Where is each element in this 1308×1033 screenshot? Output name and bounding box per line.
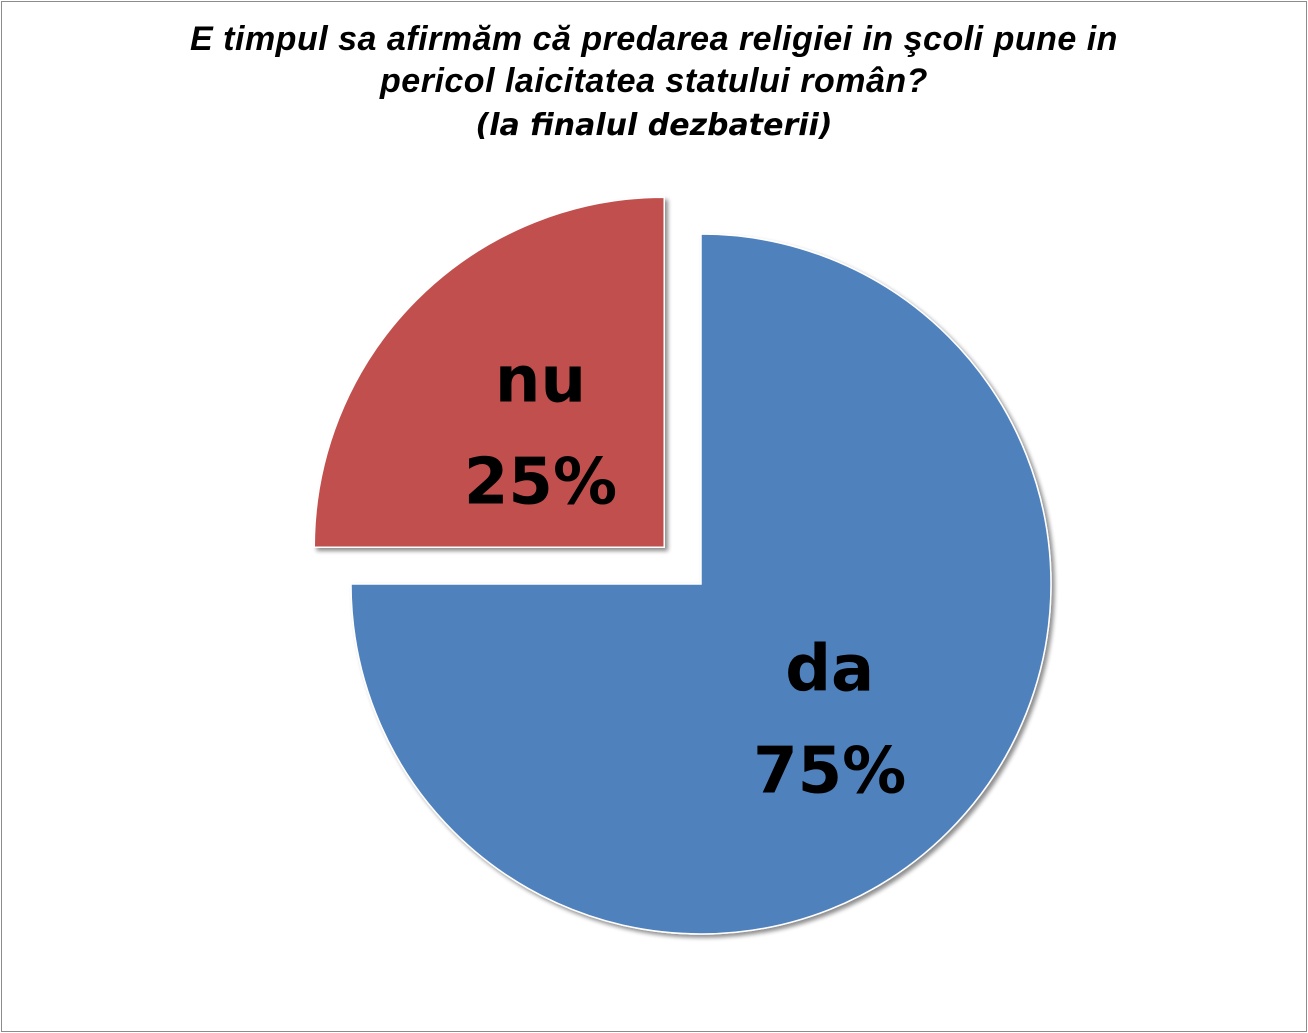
title-line-2: pericol laicitatea statului român? [380, 62, 928, 100]
title-line-1: E timpul sa afirmăm că predarea religiei… [190, 20, 1118, 58]
slice-label-nu: nu [495, 343, 586, 417]
slice-label-da: da [785, 633, 874, 707]
pie-slice-nu [313, 196, 665, 548]
slice-value-da: 75% [753, 735, 906, 809]
chart-title: E timpul sa afirmăm că predarea religiei… [2, 18, 1306, 150]
slice-value-nu: 25% [464, 445, 617, 519]
chart-subtitle: (la finalul dezbaterii) [475, 108, 833, 143]
pie-slice-da [350, 233, 1052, 935]
